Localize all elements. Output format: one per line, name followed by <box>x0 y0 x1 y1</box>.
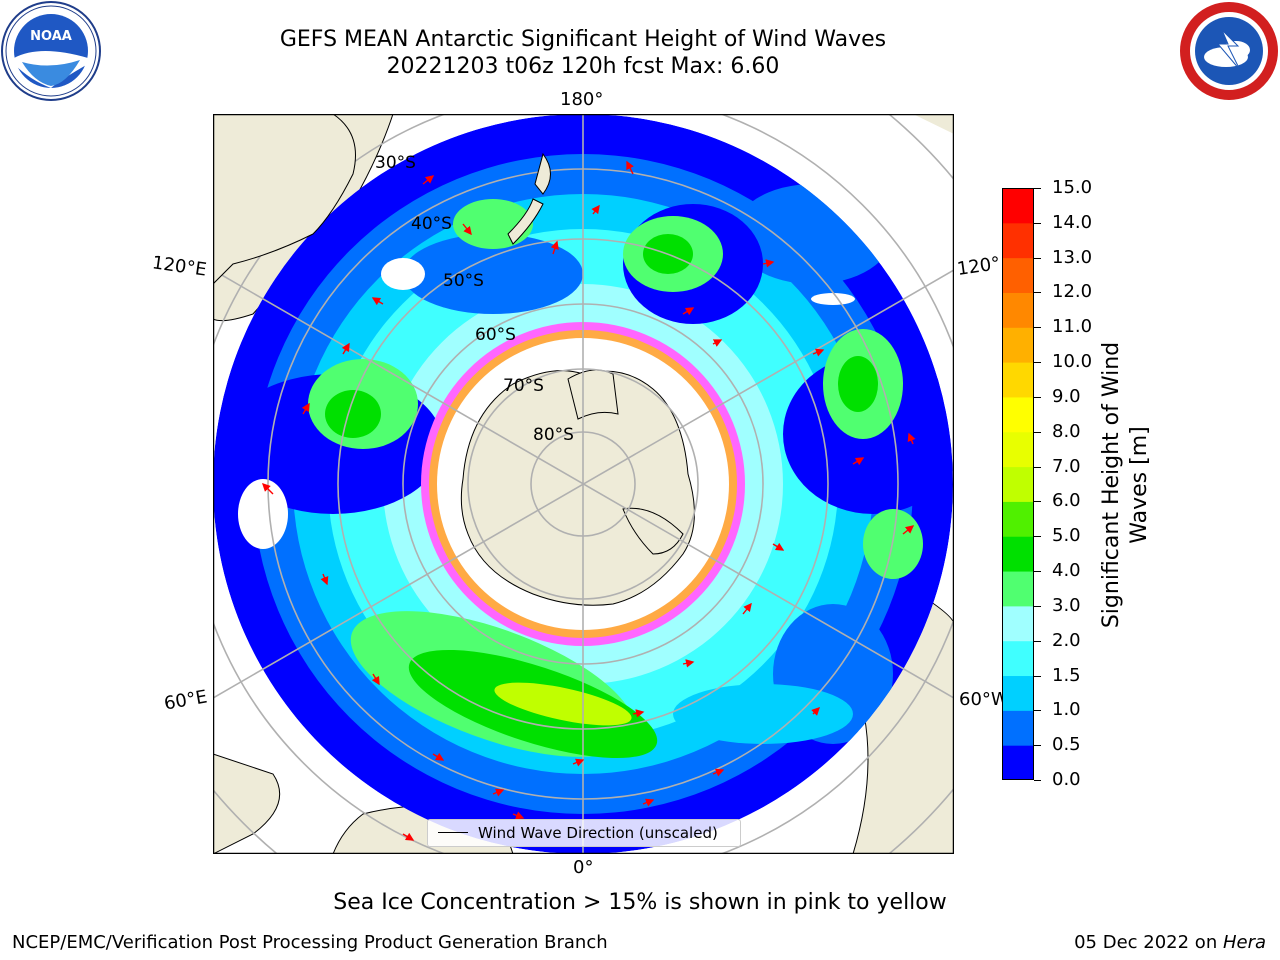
colorbar-segment <box>1002 222 1034 259</box>
colorbar-tick-mark <box>1034 675 1041 677</box>
colorbar-tick-label: 1.0 <box>1052 699 1081 721</box>
colorbar-tick-mark <box>1034 710 1041 712</box>
legend-label: Wind Wave Direction (unscaled) <box>478 824 718 842</box>
colorbar-tick-mark <box>1034 501 1041 503</box>
colorbar-tick-label: 11.0 <box>1052 316 1093 338</box>
colorbar-tick-label: 3.0 <box>1052 594 1081 616</box>
svg-text:30°S: 30°S <box>375 153 416 173</box>
colorbar-tick-label: 9.0 <box>1052 385 1081 407</box>
colorbar-segment <box>1002 745 1034 780</box>
lon-label-60w: 60°W <box>959 689 1009 710</box>
colorbar-label: Significant Height of Wind Waves [m] <box>1099 341 1152 629</box>
colorbar-tick-mark <box>1034 327 1041 329</box>
colorbar-segment <box>1002 501 1034 537</box>
colorbar-segment <box>1002 362 1034 398</box>
colorbar-tick-label: 10.0 <box>1052 351 1093 373</box>
colorbar-tick-label: 4.0 <box>1052 560 1081 582</box>
svg-text:80°S: 80°S <box>533 425 574 445</box>
map-title-line1: GEFS MEAN Antarctic Significant Height o… <box>279 27 887 52</box>
latitude-labels: 30°S 40°S 50°S 60°S 70°S 80°S <box>375 153 574 445</box>
wind-wave-arrows <box>262 160 916 841</box>
colorbar-tick-label: 1.5 <box>1052 664 1081 686</box>
svg-text:40°S: 40°S <box>411 214 452 234</box>
colorbar-tick-mark <box>1034 188 1041 189</box>
lon-label-120e: 120°E <box>150 252 208 281</box>
colorbar-segment <box>1002 396 1034 433</box>
colorbar-tick-label: 5.0 <box>1052 525 1081 547</box>
australia <box>213 114 356 285</box>
colorbar-segment <box>1002 605 1034 642</box>
colorbar-tick-mark <box>1034 536 1041 538</box>
colorbar-segment <box>1002 710 1034 746</box>
colorbar <box>1002 188 1034 780</box>
map-title-line2: 20221203 t06z 120h fcst Max: 6.60 <box>386 54 780 79</box>
colorbar-segment <box>1002 257 1034 293</box>
colorbar-tick-mark <box>1034 257 1041 259</box>
lon-label-bottom: 0° <box>573 857 594 878</box>
colorbar-tick-label: 8.0 <box>1052 420 1081 442</box>
footer-date: 05 Dec 2022 on Hera <box>1074 932 1266 953</box>
footer-credit: NCEP/EMC/Verification Post Processing Pr… <box>12 932 608 953</box>
colorbar-tick-mark <box>1034 640 1041 642</box>
colorbar-segment <box>1002 571 1034 607</box>
new-zealand <box>507 152 551 245</box>
colorbar-tick-label: 12.0 <box>1052 281 1093 303</box>
colorbar-tick-label: 0.5 <box>1052 734 1081 756</box>
colorbar-segment <box>1002 640 1034 677</box>
svg-text:50°S: 50°S <box>443 271 484 291</box>
svg-text:NOAA: NOAA <box>30 29 72 44</box>
colorbar-segment <box>1002 675 1034 711</box>
colorbar-tick-mark <box>1034 362 1041 364</box>
colorbar-segment <box>1002 536 1034 572</box>
colorbar-tick-label: 14.0 <box>1052 211 1093 233</box>
colorbar-tick-label: 2.0 <box>1052 629 1081 651</box>
polar-map: 30°S 40°S 50°S 60°S 70°S 80°S <box>213 114 954 854</box>
colorbar-tick-mark <box>1034 431 1041 433</box>
nws-logo <box>1180 2 1278 100</box>
lon-label-120w: 120° <box>955 253 1002 280</box>
colorbar-tick-mark <box>1034 222 1041 224</box>
colorbar-tick-label: 13.0 <box>1052 246 1093 268</box>
colorbar-tick-mark <box>1034 466 1041 468</box>
colorbar-tick-label: 7.0 <box>1052 455 1081 477</box>
svg-text:70°S: 70°S <box>503 376 544 396</box>
colorbar-segment <box>1002 292 1034 328</box>
colorbar-tick-mark <box>1034 292 1041 294</box>
sea-ice-caption: Sea Ice Concentration > 15% is shown in … <box>333 890 947 915</box>
svg-text:60°S: 60°S <box>475 325 516 345</box>
colorbar-tick-label: 15.0 <box>1052 177 1093 198</box>
colorbar-tick-mark <box>1034 745 1041 747</box>
colorbar-tick-mark <box>1034 571 1041 573</box>
noaa-logo: NOAA <box>1 1 101 101</box>
graticule <box>213 114 954 854</box>
colorbar-segment <box>1002 188 1034 224</box>
colorbar-tick-mark <box>1034 396 1041 398</box>
footer-host: Hera <box>1222 932 1266 953</box>
colorbar-tick-mark <box>1034 605 1041 607</box>
lon-label-top: 180° <box>560 89 604 110</box>
legend-line-icon <box>438 832 468 833</box>
lon-label-60e: 60°E <box>162 686 209 715</box>
colorbar-segment <box>1002 431 1034 468</box>
colorbar-tick-label: 6.0 <box>1052 490 1081 512</box>
colorbar-tick-mark <box>1034 780 1041 781</box>
colorbar-segment <box>1002 466 1034 502</box>
colorbar-tick-label: 0.0 <box>1052 769 1081 790</box>
map-legend: Wind Wave Direction (unscaled) <box>427 819 741 847</box>
colorbar-segment <box>1002 327 1034 363</box>
